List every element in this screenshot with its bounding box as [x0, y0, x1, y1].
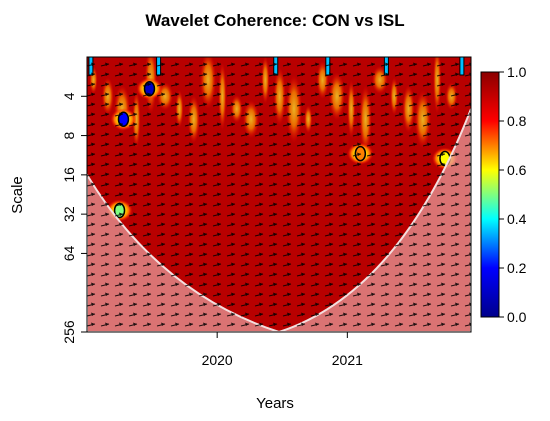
- y-tick-label: 4: [61, 92, 77, 100]
- y-axis: 4 8 16 32 64 256: [61, 92, 87, 344]
- y-tick-label: 256: [61, 320, 77, 344]
- y-tick-label: 8: [61, 131, 77, 139]
- y-axis-label: Scale: [9, 176, 26, 214]
- x-tick-label: 2021: [332, 352, 363, 368]
- phase-arrows: [87, 57, 471, 332]
- y-tick-label: 32: [61, 206, 77, 222]
- colorbar-tick-label: 0.8: [507, 113, 527, 129]
- colorbar-gradient: [480, 71, 500, 318]
- y-tick-label: 64: [61, 245, 77, 261]
- colorbar-tick-label: 0.2: [507, 260, 527, 276]
- x-axis: 2020 2021: [202, 332, 363, 368]
- colorbar-tick-label: 0.6: [507, 162, 527, 178]
- x-tick-label: 2020: [202, 352, 233, 368]
- colorbar-tick-label: 0.4: [507, 211, 527, 227]
- colorbar-tick-label: 0.0: [507, 309, 527, 325]
- colorbar-ticks: 0.0 0.2 0.4 0.6 0.8 1.0: [499, 64, 527, 325]
- colorbar-tick-label: 1.0: [507, 64, 527, 80]
- plot-area: [87, 57, 471, 332]
- chart-title: Wavelet Coherence: CON vs ISL: [145, 11, 404, 30]
- colorbar: 0.0 0.2 0.4 0.6 0.8 1.0: [480, 64, 527, 325]
- y-tick-label: 16: [61, 167, 77, 183]
- plot-frame: [86, 56, 472, 333]
- x-axis-label: Years: [256, 395, 294, 412]
